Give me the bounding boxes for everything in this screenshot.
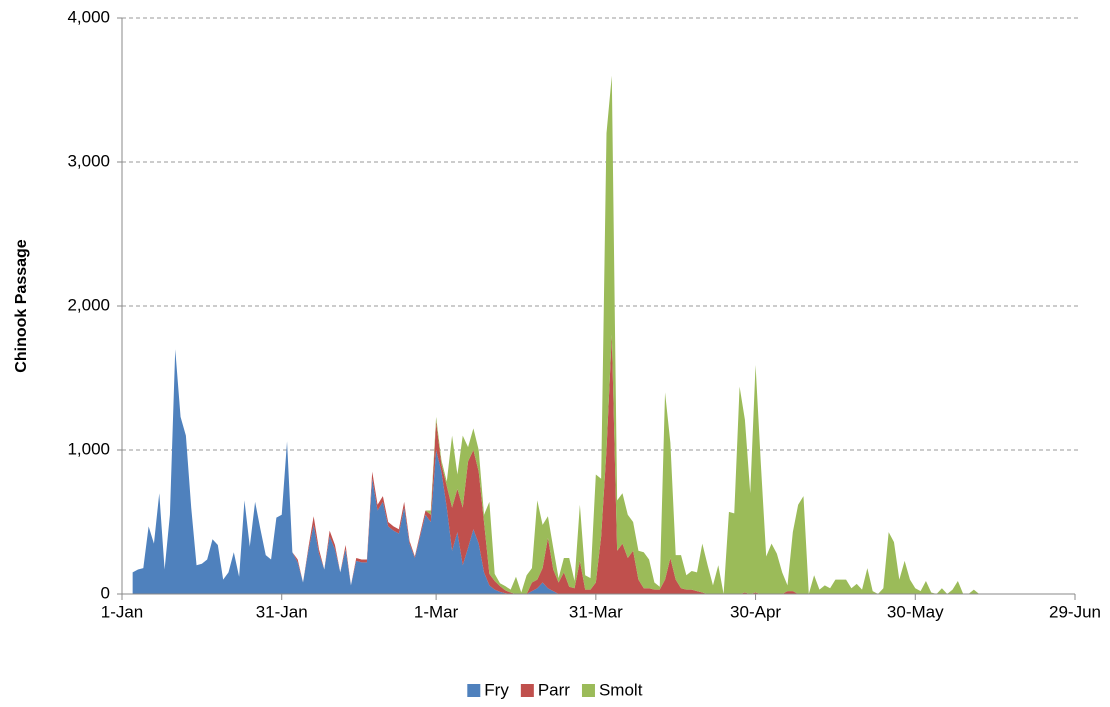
- x-tick-label: 1-Mar: [414, 602, 459, 621]
- y-tick-label: 1,000: [67, 439, 110, 458]
- x-tick-label: 30-Apr: [730, 602, 781, 621]
- legend-swatch: [520, 684, 534, 697]
- y-tick-label: 3,000: [67, 151, 110, 170]
- legend: Fry Parr Smolt: [467, 680, 643, 699]
- x-tick-label: 1-Jan: [101, 602, 144, 621]
- y-tick-label: 0: [101, 583, 110, 602]
- x-tick-label: 30-May: [887, 602, 944, 621]
- y-tick-label: 2,000: [67, 295, 110, 314]
- legend-label: Parr: [538, 680, 570, 699]
- x-tick-label: 31-Jan: [256, 602, 308, 621]
- legend-label: Fry: [484, 680, 509, 699]
- legend-label: Smolt: [599, 680, 643, 699]
- legend-swatch: [467, 684, 481, 697]
- legend-swatch: [581, 684, 595, 697]
- x-tick-label: 31-Mar: [569, 602, 623, 621]
- area: [132, 75, 985, 595]
- y-tick-label: 4,000: [67, 7, 110, 26]
- area: [132, 349, 985, 594]
- y-axis-title: Chinook Passage: [13, 239, 30, 372]
- x-tick-label: 29-Jun: [1049, 602, 1101, 621]
